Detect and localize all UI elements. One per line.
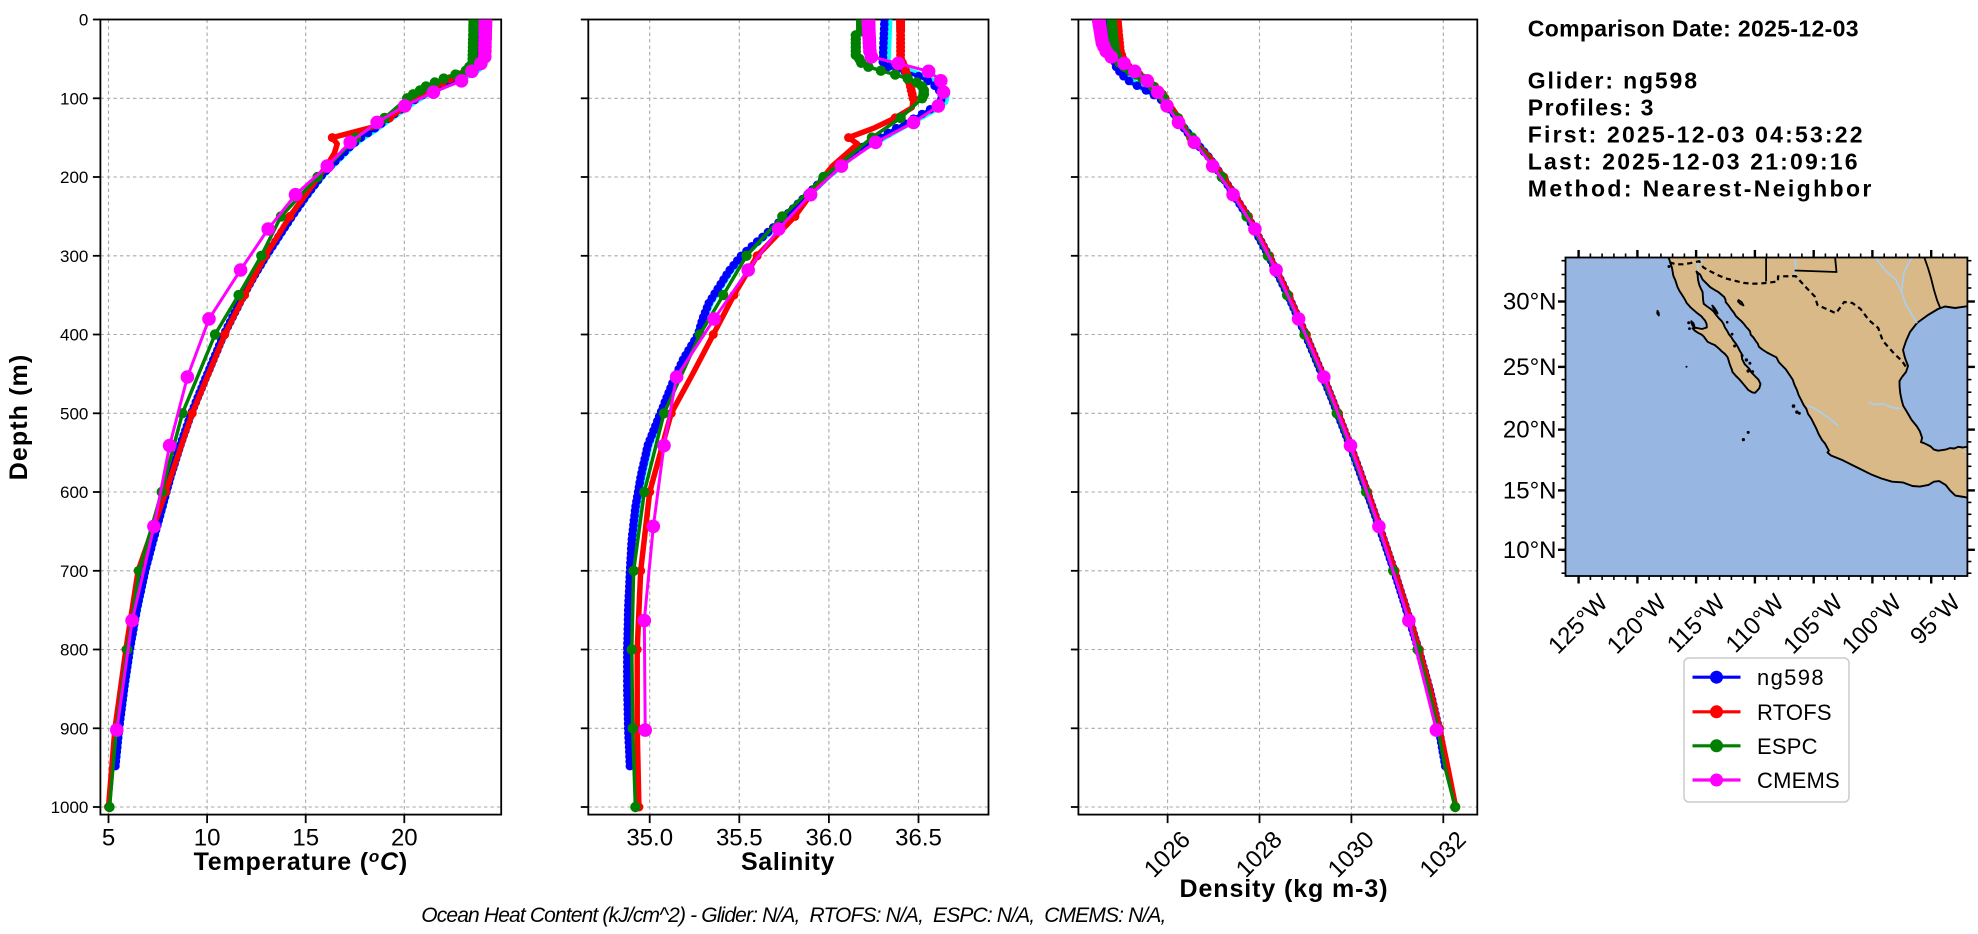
svg-text:Glider: ng598: Glider: ng598 xyxy=(1528,68,1699,94)
svg-text:10°N: 10°N xyxy=(1503,537,1557,564)
svg-text:36.5: 36.5 xyxy=(895,825,942,852)
svg-text:400: 400 xyxy=(60,326,88,345)
svg-text:Density (kg m-3): Density (kg m-3) xyxy=(1180,875,1389,903)
svg-text:30°N: 30°N xyxy=(1503,289,1557,316)
svg-text:20°N: 20°N xyxy=(1503,417,1557,444)
svg-text:0: 0 xyxy=(79,11,88,30)
svg-text:Ocean Heat Content (kJ/cm^2) -: Ocean Heat Content (kJ/cm^2) - Glider: N… xyxy=(421,904,1165,927)
svg-text:ESPC: ESPC xyxy=(1757,734,1818,759)
svg-text:Salinity: Salinity xyxy=(741,848,835,876)
svg-text:100: 100 xyxy=(60,89,88,108)
svg-text:35.0: 35.0 xyxy=(626,825,673,852)
svg-text:Profiles: 3: Profiles: 3 xyxy=(1528,95,1655,121)
svg-text:RTOFS: RTOFS xyxy=(1757,700,1832,725)
svg-text:20: 20 xyxy=(391,825,418,852)
svg-text:36.0: 36.0 xyxy=(806,825,853,852)
svg-text:CMEMS: CMEMS xyxy=(1757,768,1840,793)
svg-text:900: 900 xyxy=(60,719,88,738)
svg-text:15°N: 15°N xyxy=(1503,477,1557,504)
svg-text:Method: Nearest-Neighbor: Method: Nearest-Neighbor xyxy=(1528,176,1874,202)
svg-text:35.5: 35.5 xyxy=(716,825,763,852)
svg-text:First: 2025-12-03 04:53:22: First: 2025-12-03 04:53:22 xyxy=(1528,122,1865,148)
svg-text:10: 10 xyxy=(194,825,221,852)
svg-text:5: 5 xyxy=(102,825,115,852)
svg-text:500: 500 xyxy=(60,404,88,423)
svg-text:ng598: ng598 xyxy=(1757,665,1825,690)
svg-text:Depth (m): Depth (m) xyxy=(5,354,33,481)
svg-text:600: 600 xyxy=(60,483,88,502)
svg-text:1000: 1000 xyxy=(51,798,89,817)
svg-text:200: 200 xyxy=(60,168,88,187)
svg-text:300: 300 xyxy=(60,247,88,266)
svg-text:25°N: 25°N xyxy=(1503,354,1557,381)
svg-text:800: 800 xyxy=(60,641,88,660)
svg-text:Comparison Date: 2025-12-03: Comparison Date: 2025-12-03 xyxy=(1528,16,1859,42)
svg-text:700: 700 xyxy=(60,562,88,581)
svg-text:15: 15 xyxy=(292,825,319,852)
svg-text:Last: 2025-12-03 21:09:16: Last: 2025-12-03 21:09:16 xyxy=(1528,149,1860,175)
